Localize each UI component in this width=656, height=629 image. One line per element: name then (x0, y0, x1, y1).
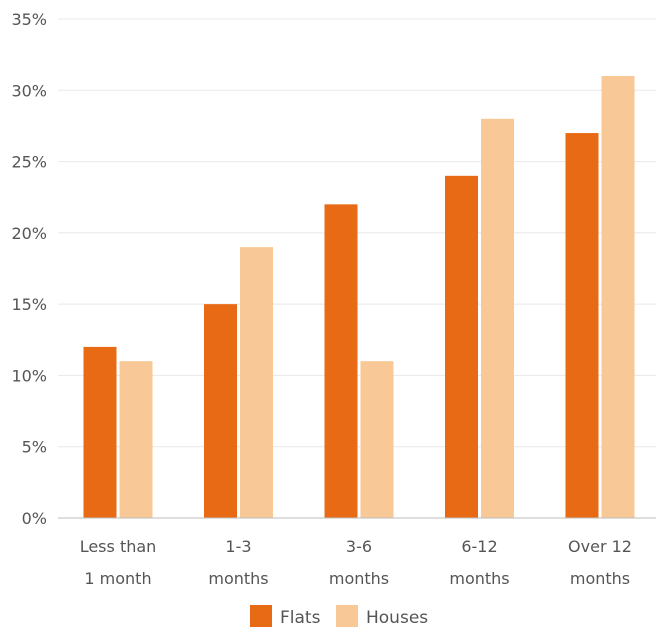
y-tick-label: 0% (22, 509, 47, 528)
y-tick-label: 10% (11, 366, 47, 385)
y-tick-label: 5% (22, 438, 47, 457)
legend: Flats Houses (250, 605, 428, 628)
bars (83, 76, 635, 519)
x-category-label: Over 12 (568, 537, 632, 556)
x-category-label: 6-12 (461, 537, 497, 556)
x-category-label: months (570, 569, 630, 588)
x-category-label: 3-6 (346, 537, 372, 556)
legend-swatch-flats (250, 605, 272, 627)
bar-houses (360, 361, 394, 518)
bar-flats (445, 175, 478, 519)
legend-label-houses: Houses (366, 608, 428, 628)
bar-flats (324, 204, 358, 519)
y-axis-tick-labels: 0% 5% 10% 15% 20% 25% 30% 35% (11, 10, 47, 528)
bar-flats (83, 346, 117, 518)
x-category-label: 1-3 (225, 537, 251, 556)
bar-houses (601, 76, 635, 519)
y-tick-label: 25% (11, 153, 47, 172)
y-tick-label: 30% (11, 81, 47, 100)
bar-houses (119, 361, 153, 518)
bar-houses (240, 247, 273, 518)
bar-flats (565, 133, 599, 519)
x-category-label: months (329, 569, 389, 588)
x-category-label: months (208, 569, 268, 588)
x-axis-category-labels: Less than 1 month 1-3 months 3-6 months 6-12 mo… (80, 537, 632, 588)
x-category-label: Less than (80, 537, 157, 556)
x-category-label: months (449, 569, 509, 588)
y-tick-label: 15% (11, 295, 47, 314)
x-category-label: 1 month (84, 569, 151, 588)
legend-swatch-houses (336, 605, 358, 627)
bar-houses (481, 118, 514, 519)
bar-flats (204, 304, 237, 518)
y-tick-label: 35% (11, 10, 47, 29)
legend-label-flats: Flats (280, 608, 321, 628)
y-tick-label: 20% (11, 224, 47, 243)
